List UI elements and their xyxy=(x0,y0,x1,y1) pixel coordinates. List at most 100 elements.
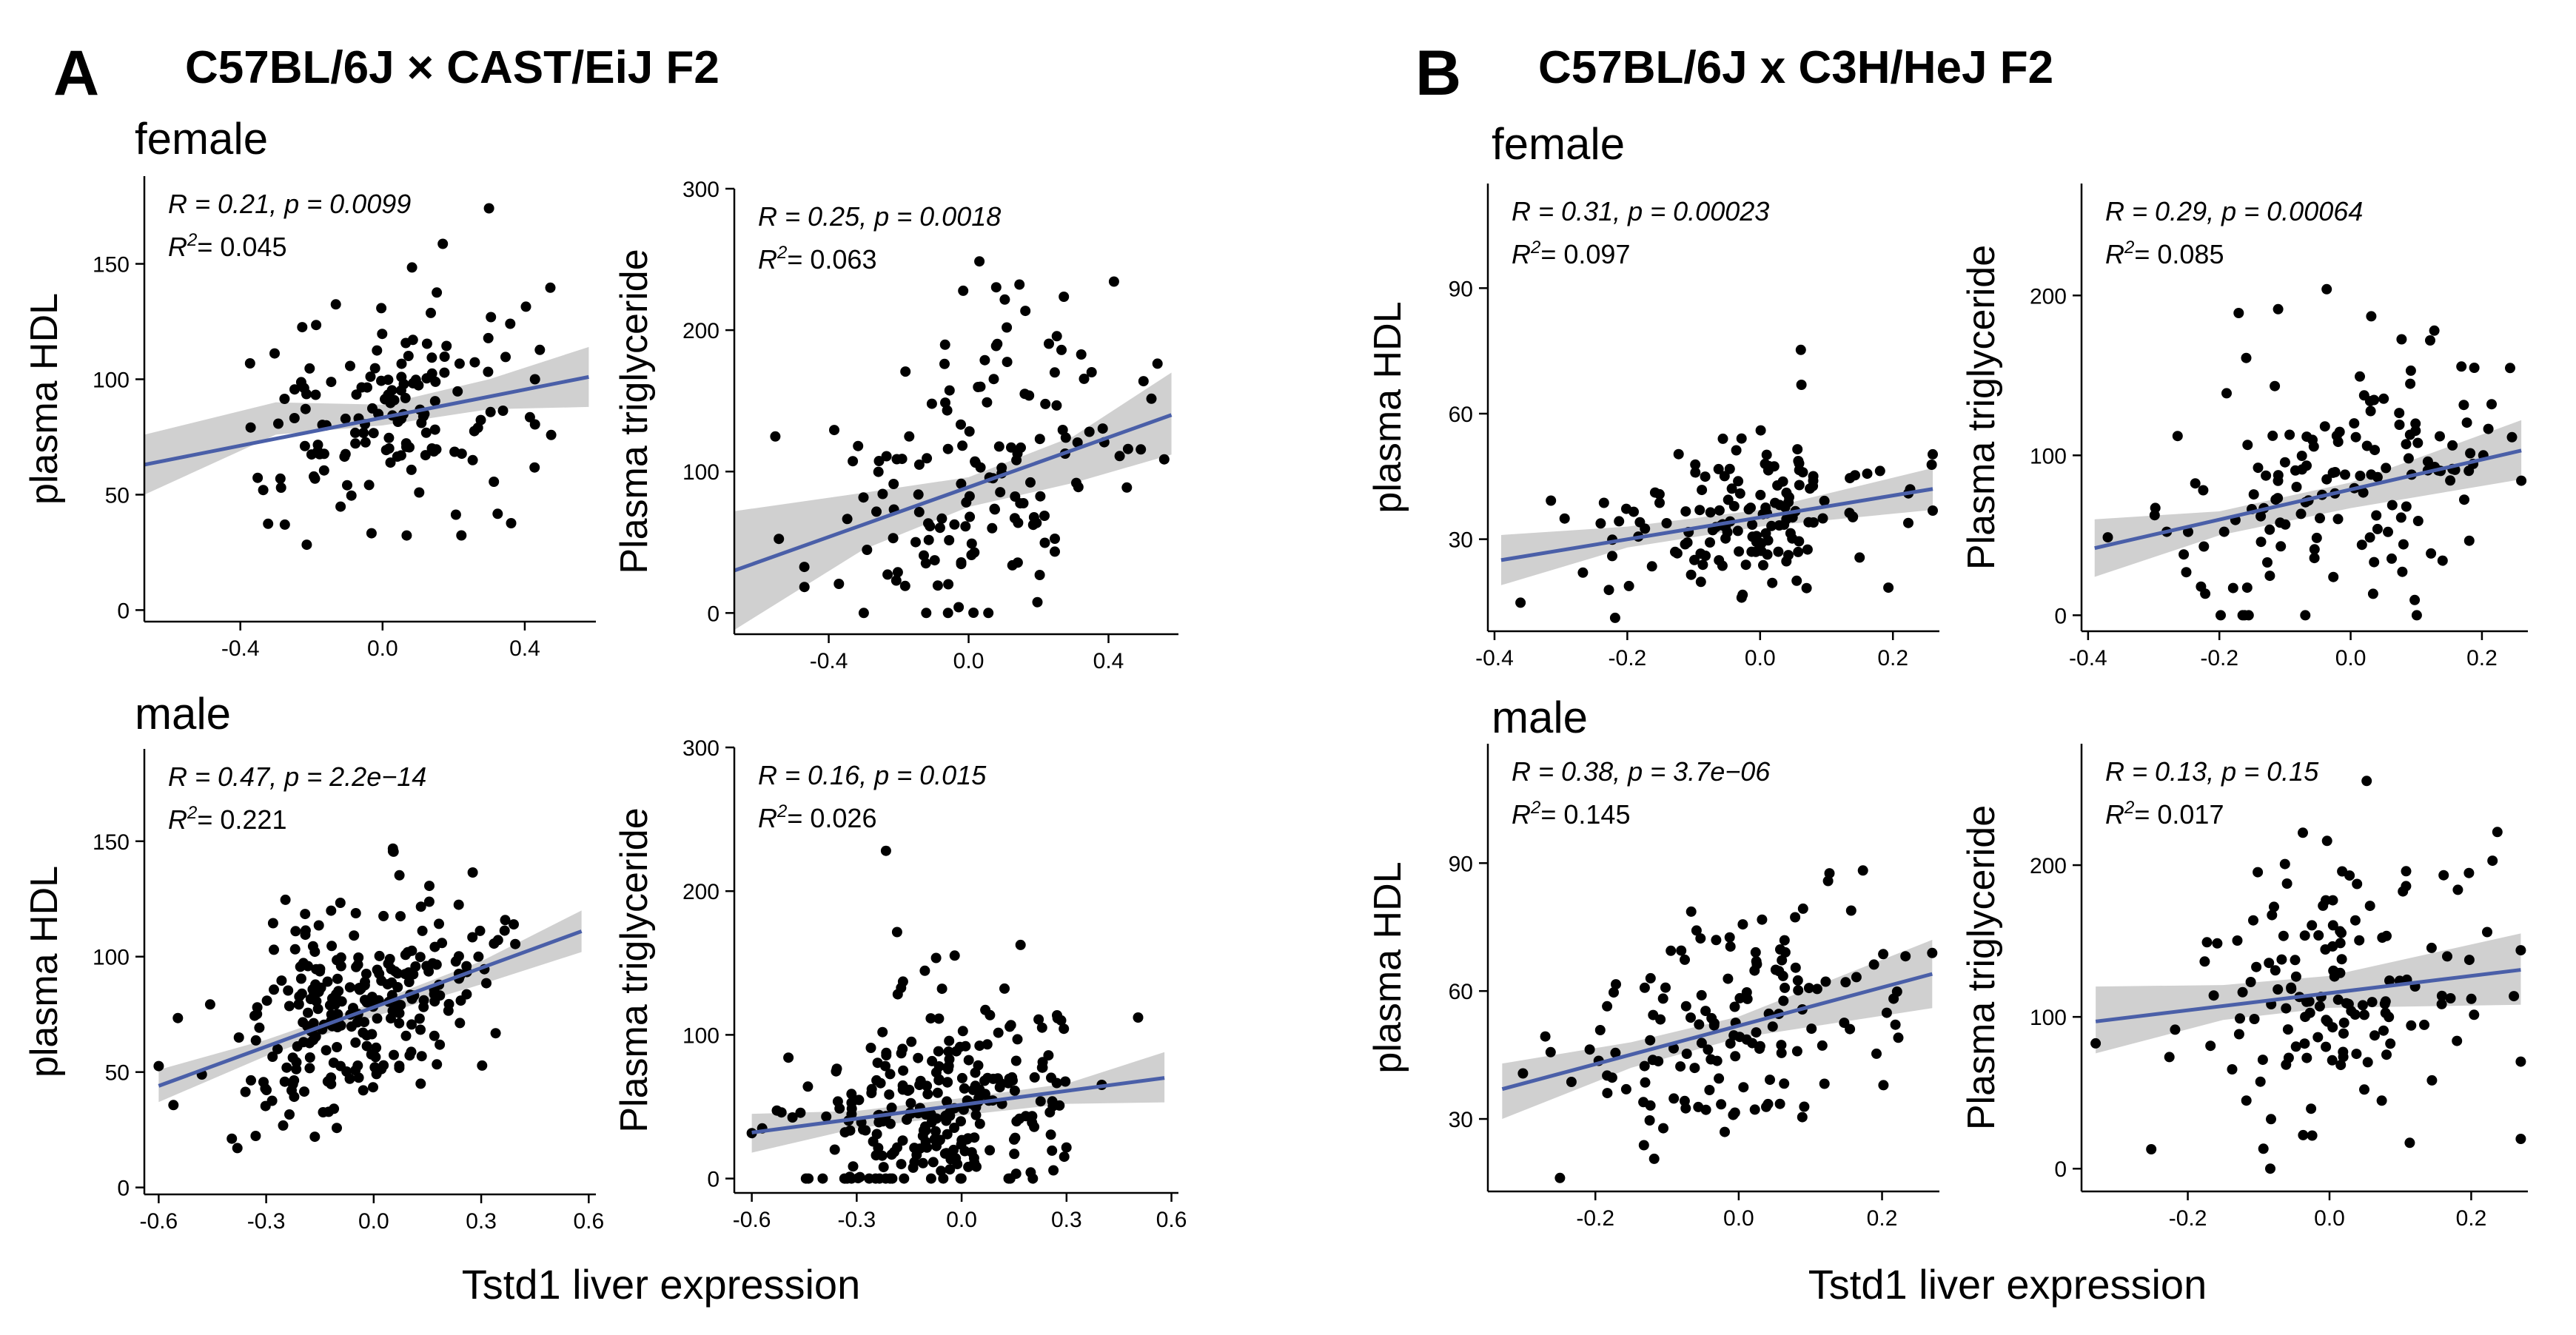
data-point xyxy=(2438,870,2449,881)
data-point xyxy=(439,367,450,378)
data-point xyxy=(1018,498,1029,508)
data-point xyxy=(1754,1043,1765,1055)
data-point xyxy=(1696,989,1707,1001)
stat-correlation: R = 0.31, p = 0.00023 xyxy=(1512,196,1769,226)
data-point xyxy=(1638,1140,1649,1151)
data-point xyxy=(940,397,950,408)
data-point xyxy=(2483,423,2494,434)
y-axis-label: Plasma triglyceride xyxy=(1960,245,2003,570)
data-point xyxy=(2425,335,2435,346)
data-point xyxy=(936,1166,947,1177)
data-point xyxy=(2506,431,2518,443)
data-point xyxy=(2426,942,2437,953)
data-point xyxy=(1515,597,1526,608)
y-tick-label: 50 xyxy=(105,1061,130,1086)
data-point xyxy=(244,358,255,369)
data-point xyxy=(1773,546,1784,557)
data-point xyxy=(1720,1126,1730,1137)
data-point xyxy=(2357,1000,2368,1011)
data-point xyxy=(1594,1025,1606,1035)
data-point xyxy=(970,1067,981,1078)
data-point xyxy=(2307,1130,2318,1141)
x-axis-label-a: Tstd1 liver expression xyxy=(462,1261,860,1308)
data-point xyxy=(2458,400,2469,411)
data-point xyxy=(279,394,290,404)
data-point xyxy=(845,1125,856,1136)
data-point xyxy=(889,1146,899,1157)
data-point xyxy=(1781,487,1792,498)
data-point xyxy=(2232,935,2243,946)
data-point xyxy=(2300,610,2311,621)
stat-correlation: R = 0.16, p = 0.015 xyxy=(758,760,987,790)
data-point xyxy=(917,1131,928,1141)
data-point xyxy=(1680,506,1691,517)
data-point xyxy=(982,1039,993,1050)
data-point xyxy=(2301,1052,2312,1063)
data-point xyxy=(956,559,967,570)
data-point xyxy=(1900,951,1911,962)
data-point xyxy=(1797,903,1808,914)
fit-line xyxy=(1501,972,1933,1092)
data-point xyxy=(349,930,360,941)
data-point xyxy=(821,1111,832,1122)
y-tick-label: 60 xyxy=(1449,980,1473,1004)
data-point xyxy=(2437,555,2448,566)
data-point xyxy=(366,528,377,539)
data-point xyxy=(1658,1123,1668,1134)
data-point xyxy=(2227,1064,2238,1075)
data-point xyxy=(273,418,284,429)
data-point xyxy=(1776,1047,1787,1058)
data-point xyxy=(2404,1137,2415,1149)
data-point xyxy=(943,579,954,590)
x-tick-label: 0.0 xyxy=(2314,1206,2345,1231)
data-point xyxy=(499,925,510,936)
data-point xyxy=(326,905,337,916)
data-point xyxy=(925,1173,936,1184)
data-point xyxy=(891,454,902,465)
data-point xyxy=(2276,954,2287,965)
data-point xyxy=(1680,1001,1691,1012)
data-point xyxy=(1049,367,1060,378)
data-point xyxy=(353,952,364,963)
data-point xyxy=(2338,1018,2349,1029)
data-point xyxy=(509,919,519,930)
data-point xyxy=(1690,459,1701,470)
data-point xyxy=(450,956,461,967)
data-point xyxy=(401,530,412,541)
data-point xyxy=(1040,398,1051,409)
data-point xyxy=(1566,1077,1577,1087)
data-point xyxy=(913,489,924,500)
data-point xyxy=(968,608,979,618)
data-point xyxy=(1005,1020,1016,1031)
data-point xyxy=(406,262,417,273)
stat-r-squared: R2= 0.045 xyxy=(168,230,286,262)
data-point xyxy=(970,457,981,468)
data-point xyxy=(2181,567,2192,578)
data-point xyxy=(374,950,385,961)
data-point xyxy=(974,1118,985,1129)
data-point xyxy=(1854,552,1865,563)
data-point xyxy=(919,1121,930,1132)
data-point xyxy=(942,1129,953,1140)
data-point xyxy=(1661,518,1672,528)
data-point xyxy=(408,969,419,980)
data-point xyxy=(928,1157,939,1168)
panel-title-a: C57BL/6J × CAST/EiJ F2 xyxy=(185,42,720,93)
data-point xyxy=(415,952,426,963)
data-point xyxy=(943,1046,954,1057)
data-point xyxy=(1819,495,1830,506)
data-point xyxy=(979,1075,990,1086)
data-point xyxy=(1002,322,1013,333)
data-point xyxy=(1653,1056,1664,1067)
data-point xyxy=(885,1069,896,1080)
x-tick-label: 0.3 xyxy=(1051,1208,1082,1232)
data-point xyxy=(1640,523,1651,534)
data-point xyxy=(1734,992,1745,1003)
x-tick-label: -0.4 xyxy=(2069,646,2107,670)
data-point xyxy=(299,440,310,451)
data-point xyxy=(875,1077,886,1089)
data-point xyxy=(1595,518,1606,529)
data-point xyxy=(2321,1041,2332,1052)
data-point xyxy=(960,521,971,532)
data-point xyxy=(304,1052,315,1063)
